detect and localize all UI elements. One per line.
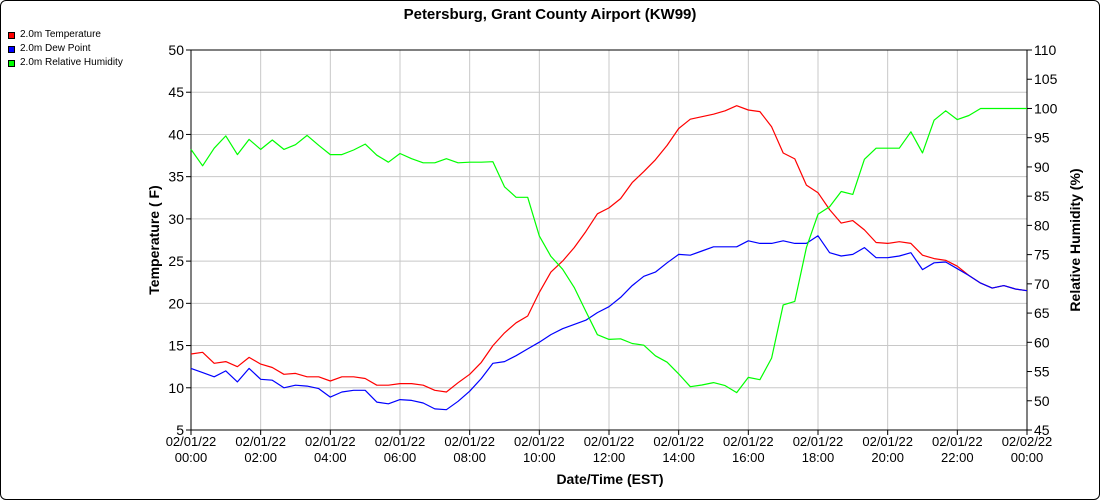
series-lines [190, 105, 1028, 411]
y-tick-label-right: 100 [1034, 100, 1058, 116]
y-tick-label-right: 105 [1034, 71, 1058, 87]
x-tick-label-date: 02/01/22 [653, 434, 704, 449]
x-tick-label-time: 10:00 [523, 450, 556, 465]
y-tick-label-left: 5 [176, 422, 184, 438]
y-tick-label-right: 75 [1034, 247, 1050, 263]
y-tick-label-left: 20 [168, 295, 184, 311]
x-tick-label-date: 02/01/22 [793, 434, 844, 449]
x-tick-label-time: 06:00 [384, 450, 417, 465]
legend-item-dew-point: 2.0m Dew Point [8, 42, 123, 56]
x-tick-label-date: 02/01/22 [932, 434, 983, 449]
y-tick-label-right: 80 [1034, 217, 1050, 233]
x-tick-label-date: 02/01/22 [166, 434, 217, 449]
y-tick-label-left: 10 [168, 380, 184, 396]
y-axis-left-label: Temperature ( F) [146, 185, 162, 294]
x-tick-label-date: 02/01/22 [375, 434, 426, 449]
x-tick-label-time: 00:00 [175, 450, 208, 465]
y-tick-label-right: 60 [1034, 334, 1050, 350]
legend-item-temperature: 2.0m Temperature [8, 28, 123, 42]
y-tick-label-left: 30 [168, 211, 184, 227]
y-tick-label-right: 85 [1034, 188, 1050, 204]
legend-label-dew-point: 2.0m Dew Point [20, 43, 91, 54]
y-tick-label-right: 50 [1034, 393, 1050, 409]
grid [190, 49, 1028, 431]
y-tick-label-left: 50 [168, 42, 184, 58]
y-tick-label-right: 95 [1034, 130, 1050, 146]
y-tick-label-right: 110 [1034, 42, 1057, 58]
x-tick-label-time: 16:00 [732, 450, 765, 465]
series-line-2-0m-dew-point [190, 235, 1028, 411]
x-tick-label-time: 08:00 [453, 450, 486, 465]
y-tick-label-left: 40 [168, 126, 184, 142]
y-tick-label-right: 70 [1034, 276, 1050, 292]
y-tick-label-right: 45 [1034, 422, 1050, 438]
chart-title: Petersburg, Grant County Airport (KW99) [404, 6, 697, 23]
legend-swatch-temperature [8, 31, 15, 39]
x-tick-label-date: 02/02/22 [1002, 434, 1053, 449]
x-tick-label-time: 18:00 [802, 450, 835, 465]
x-tick-label-date: 02/01/22 [514, 434, 565, 449]
legend-label-temperature: 2.0m Temperature [20, 29, 101, 40]
legend: 2.0m Temperature 2.0m Dew Point 2.0m Rel… [8, 28, 123, 70]
legend-label-relative-humidity: 2.0m Relative Humidity [20, 57, 123, 68]
x-tick-label-time: 04:00 [314, 450, 347, 465]
legend-swatch-relative-humidity [8, 59, 15, 67]
x-tick-label-date: 02/01/22 [584, 434, 635, 449]
x-tick-label-time: 02:00 [244, 450, 277, 465]
y-axis-right-label: Relative Humidity (%) [1067, 168, 1083, 311]
x-tick-label-time: 22:00 [941, 450, 974, 465]
axes: 5 10 15 20 25 30 35 40 45 50 45 50 55 60 65 70 75 80 85 90 9… [166, 42, 1058, 465]
x-tick-label-date: 02/01/22 [235, 434, 286, 449]
x-tick-label-date: 02/01/22 [723, 434, 774, 449]
x-tick-label-date: 02/01/22 [305, 434, 356, 449]
y-tick-label-left: 25 [168, 253, 184, 269]
y-tick-label-right: 55 [1034, 364, 1050, 380]
y-tick-label-left: 15 [168, 338, 184, 354]
x-tick-label-time: 12:00 [593, 450, 626, 465]
y-tick-label-right: 90 [1034, 159, 1050, 175]
y-tick-label-left: 35 [168, 169, 184, 185]
x-tick-label-time: 20:00 [871, 450, 904, 465]
series-line-2-0m-temperature [190, 105, 1028, 393]
x-axis-label: Date/Time (EST) [556, 471, 663, 487]
legend-swatch-dew-point [8, 45, 15, 53]
series-line-2-0m-relative-humidity [190, 107, 1027, 394]
y-tick-label-left: 45 [168, 84, 184, 100]
x-tick-label-date: 02/01/22 [862, 434, 913, 449]
y-tick-label-right: 65 [1034, 305, 1050, 321]
legend-item-relative-humidity: 2.0m Relative Humidity [8, 56, 123, 70]
x-tick-label-time: 14:00 [662, 450, 695, 465]
x-tick-label-date: 02/01/22 [444, 434, 495, 449]
x-tick-label-time: 00:00 [1011, 450, 1044, 465]
